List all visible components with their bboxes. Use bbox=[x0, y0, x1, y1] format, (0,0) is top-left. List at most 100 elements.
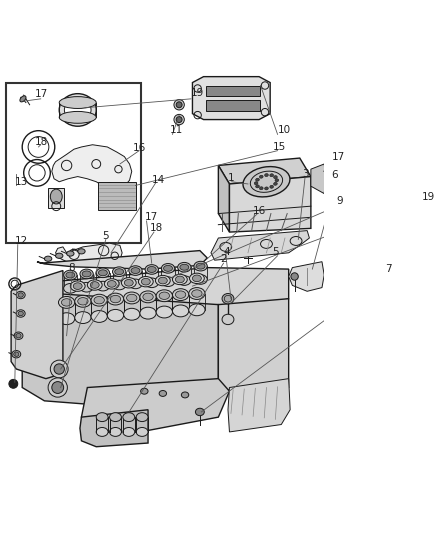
Ellipse shape bbox=[91, 311, 107, 322]
Ellipse shape bbox=[194, 274, 207, 284]
Ellipse shape bbox=[270, 174, 273, 177]
Ellipse shape bbox=[173, 274, 187, 285]
Polygon shape bbox=[219, 165, 230, 232]
Ellipse shape bbox=[64, 270, 77, 280]
Ellipse shape bbox=[50, 189, 62, 204]
Text: 13: 13 bbox=[15, 177, 28, 188]
Ellipse shape bbox=[192, 290, 202, 297]
Ellipse shape bbox=[12, 351, 21, 358]
Ellipse shape bbox=[265, 174, 268, 176]
Ellipse shape bbox=[159, 292, 170, 300]
Ellipse shape bbox=[82, 271, 91, 277]
Ellipse shape bbox=[115, 269, 124, 274]
Ellipse shape bbox=[18, 311, 23, 316]
Text: 17: 17 bbox=[332, 151, 345, 161]
Ellipse shape bbox=[159, 391, 166, 397]
Text: 18: 18 bbox=[35, 137, 48, 147]
Ellipse shape bbox=[96, 413, 108, 422]
Polygon shape bbox=[81, 378, 230, 431]
Ellipse shape bbox=[59, 96, 96, 109]
Polygon shape bbox=[230, 176, 311, 232]
Polygon shape bbox=[52, 145, 132, 191]
Polygon shape bbox=[211, 231, 309, 260]
Ellipse shape bbox=[275, 179, 279, 182]
Text: 17: 17 bbox=[145, 212, 158, 222]
Polygon shape bbox=[80, 410, 148, 447]
Ellipse shape bbox=[59, 111, 96, 123]
Polygon shape bbox=[22, 268, 289, 306]
Ellipse shape bbox=[54, 364, 64, 374]
Ellipse shape bbox=[16, 334, 21, 338]
Ellipse shape bbox=[50, 360, 68, 378]
Text: 19: 19 bbox=[191, 88, 204, 98]
Bar bbox=[6, 83, 141, 243]
Ellipse shape bbox=[71, 281, 85, 292]
Ellipse shape bbox=[78, 249, 85, 254]
Ellipse shape bbox=[222, 294, 234, 304]
Ellipse shape bbox=[189, 304, 205, 316]
Ellipse shape bbox=[80, 269, 93, 279]
Bar bbox=[206, 100, 260, 111]
Bar bbox=[48, 188, 64, 208]
Ellipse shape bbox=[107, 280, 116, 287]
Ellipse shape bbox=[96, 427, 108, 437]
Ellipse shape bbox=[64, 284, 77, 293]
Ellipse shape bbox=[180, 264, 189, 270]
Ellipse shape bbox=[244, 247, 252, 254]
Ellipse shape bbox=[91, 294, 107, 306]
Ellipse shape bbox=[121, 278, 136, 288]
Ellipse shape bbox=[243, 167, 290, 197]
Text: 5: 5 bbox=[102, 231, 109, 241]
Ellipse shape bbox=[174, 115, 184, 125]
Ellipse shape bbox=[61, 298, 72, 306]
Ellipse shape bbox=[113, 280, 126, 290]
Ellipse shape bbox=[123, 413, 135, 422]
Text: 7: 7 bbox=[385, 264, 392, 274]
Ellipse shape bbox=[176, 117, 182, 123]
Ellipse shape bbox=[59, 296, 75, 308]
Ellipse shape bbox=[173, 289, 189, 301]
Ellipse shape bbox=[270, 185, 273, 188]
Ellipse shape bbox=[64, 99, 91, 121]
Ellipse shape bbox=[73, 283, 82, 289]
Ellipse shape bbox=[173, 305, 189, 317]
Text: 4: 4 bbox=[223, 247, 230, 257]
Ellipse shape bbox=[145, 278, 159, 288]
Polygon shape bbox=[56, 243, 122, 265]
Text: 10: 10 bbox=[278, 125, 291, 135]
Text: 16: 16 bbox=[253, 206, 266, 216]
Ellipse shape bbox=[256, 178, 259, 181]
Ellipse shape bbox=[140, 307, 156, 319]
Ellipse shape bbox=[192, 275, 201, 281]
Text: 9: 9 bbox=[337, 196, 343, 206]
Ellipse shape bbox=[140, 291, 156, 303]
Ellipse shape bbox=[87, 280, 102, 290]
Ellipse shape bbox=[195, 408, 204, 416]
Text: 2: 2 bbox=[220, 254, 226, 264]
Ellipse shape bbox=[107, 293, 124, 305]
Ellipse shape bbox=[14, 332, 23, 340]
Bar bbox=[98, 182, 136, 210]
Ellipse shape bbox=[178, 262, 191, 272]
Ellipse shape bbox=[190, 273, 204, 284]
Ellipse shape bbox=[124, 279, 133, 286]
Ellipse shape bbox=[131, 268, 140, 273]
Ellipse shape bbox=[75, 295, 91, 307]
Ellipse shape bbox=[110, 413, 121, 422]
Text: 8: 8 bbox=[68, 263, 75, 272]
Ellipse shape bbox=[176, 102, 182, 108]
Ellipse shape bbox=[96, 281, 110, 291]
Ellipse shape bbox=[156, 306, 173, 318]
Ellipse shape bbox=[256, 185, 259, 188]
Ellipse shape bbox=[161, 277, 175, 286]
Polygon shape bbox=[37, 251, 207, 269]
Ellipse shape bbox=[52, 382, 64, 393]
Polygon shape bbox=[219, 298, 289, 399]
Ellipse shape bbox=[156, 290, 173, 302]
Ellipse shape bbox=[176, 276, 184, 283]
Ellipse shape bbox=[127, 294, 137, 302]
Ellipse shape bbox=[14, 352, 19, 357]
Ellipse shape bbox=[78, 297, 88, 305]
Text: 12: 12 bbox=[15, 236, 28, 246]
Ellipse shape bbox=[222, 314, 234, 325]
